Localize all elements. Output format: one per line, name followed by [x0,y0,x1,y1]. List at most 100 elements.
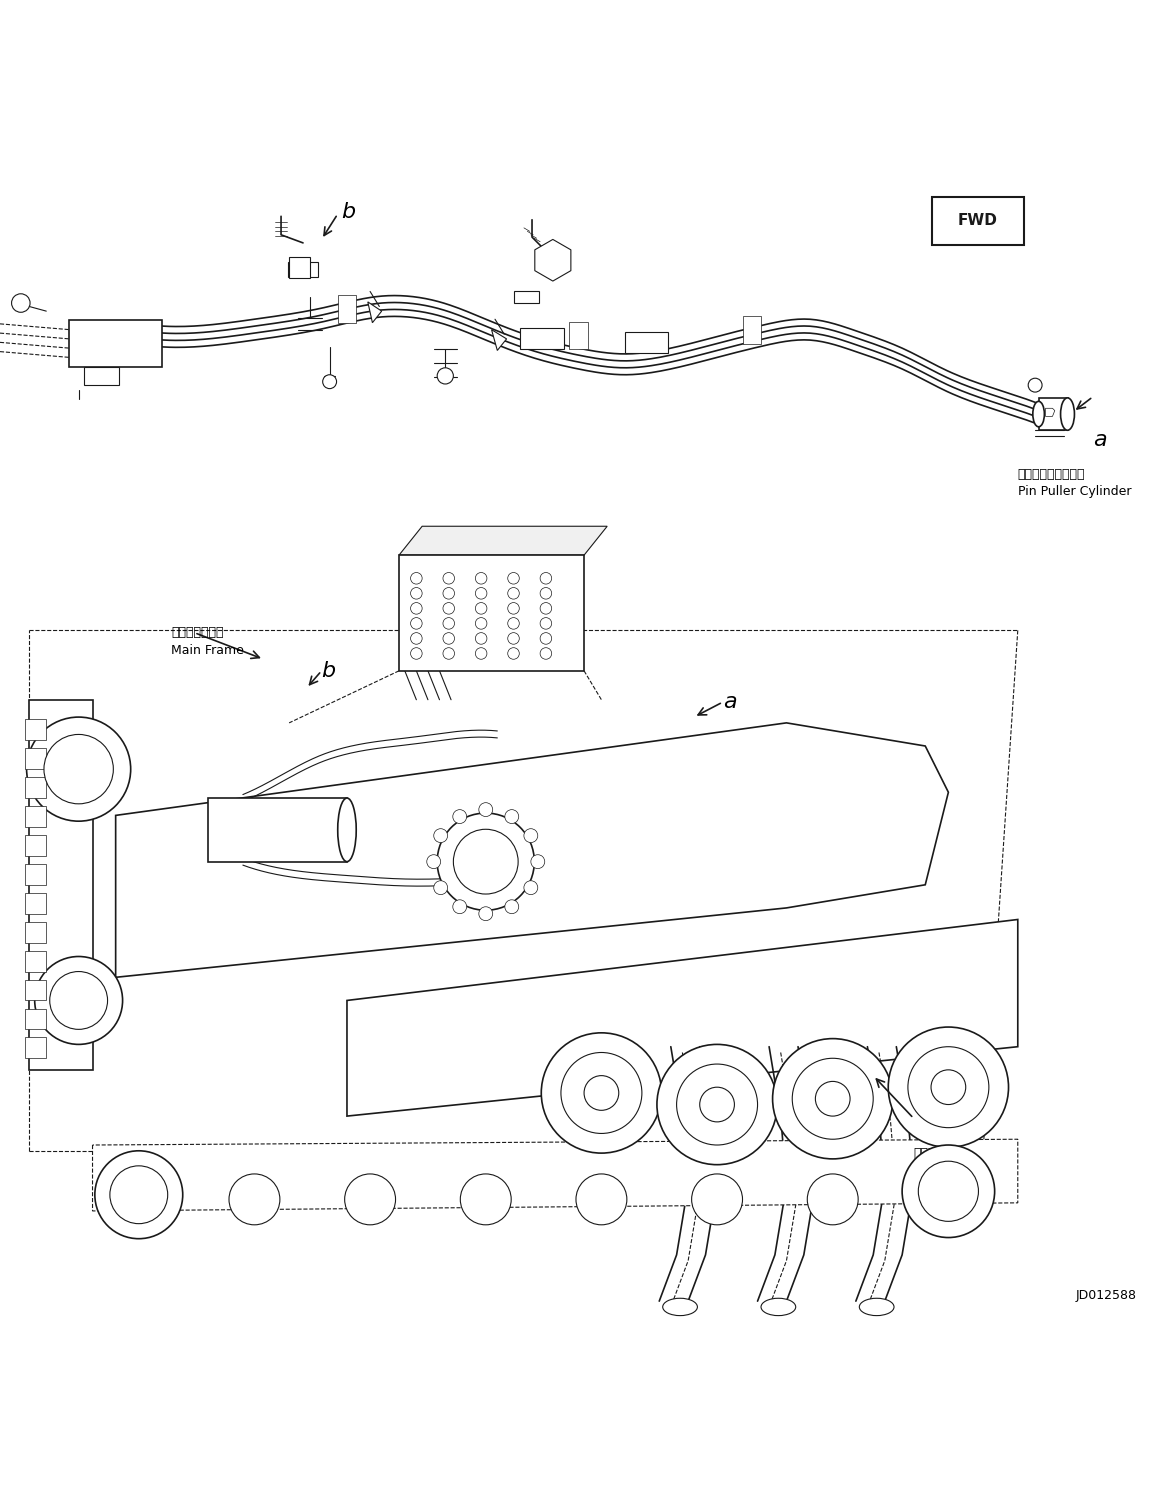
Circle shape [1028,377,1042,392]
Circle shape [475,618,487,630]
Bar [26,950,46,971]
Circle shape [531,855,545,868]
Bar [26,836,46,856]
Circle shape [540,573,552,583]
Circle shape [504,900,518,913]
Polygon shape [347,919,1018,1116]
Circle shape [541,1032,661,1153]
Text: ピンプーラシリンダ: ピンプーラシリンダ [1018,467,1085,480]
Circle shape [540,603,552,615]
Bar [743,316,761,343]
Bar [569,322,588,349]
Bar [26,806,46,827]
Circle shape [524,880,538,895]
Circle shape [540,633,552,645]
Polygon shape [399,527,608,555]
Bar [26,719,46,740]
Circle shape [508,573,519,583]
Circle shape [453,830,518,894]
Text: a: a [723,692,737,712]
Circle shape [410,588,422,600]
Bar [26,922,46,943]
Text: ビーム: ビーム [913,1147,937,1159]
Ellipse shape [1033,401,1045,427]
Circle shape [443,573,454,583]
Circle shape [443,633,454,645]
Circle shape [508,648,519,659]
Circle shape [95,1150,182,1238]
Bar [70,321,162,367]
Circle shape [773,1038,892,1159]
Bar [289,257,310,278]
Circle shape [700,1088,734,1122]
Bar [514,291,539,303]
Circle shape [110,1165,167,1223]
Circle shape [433,828,447,843]
Polygon shape [1046,409,1055,416]
Bar [208,798,347,862]
Text: b: b [342,201,356,222]
Text: FWD: FWD [957,213,998,228]
Circle shape [508,633,519,645]
Ellipse shape [338,798,357,862]
Circle shape [676,1064,758,1144]
Bar [1039,398,1068,430]
Circle shape [460,1174,511,1225]
Bar [399,555,584,671]
Circle shape [443,618,454,630]
Bar [29,700,93,1070]
Bar [26,749,46,770]
Text: メインフレーム: メインフレーム [171,627,223,639]
Text: JD012588: JD012588 [1076,1289,1136,1303]
Circle shape [453,810,467,824]
Bar [521,328,565,349]
Circle shape [345,1174,395,1225]
Bar [26,777,46,798]
Circle shape [691,1174,743,1225]
Circle shape [35,956,123,1044]
Circle shape [27,718,130,821]
Circle shape [410,573,422,583]
FancyBboxPatch shape [932,197,1024,245]
Ellipse shape [662,1298,697,1316]
Circle shape [931,1070,966,1104]
Circle shape [888,1026,1009,1147]
Bar [26,1009,46,1029]
Text: Beam: Beam [913,1164,951,1177]
Polygon shape [492,330,507,351]
Circle shape [540,648,552,659]
Circle shape [426,855,440,868]
Circle shape [50,971,108,1029]
Circle shape [918,1161,978,1222]
Circle shape [508,588,519,600]
Bar [85,367,120,385]
Polygon shape [368,301,381,322]
Circle shape [229,1174,280,1225]
Circle shape [540,588,552,600]
Bar [26,1037,46,1058]
Circle shape [816,1082,851,1116]
Ellipse shape [1061,398,1075,430]
Polygon shape [116,722,948,977]
Bar [26,892,46,913]
Circle shape [437,369,453,383]
Circle shape [475,633,487,645]
Circle shape [443,648,454,659]
Circle shape [453,900,467,913]
Circle shape [908,1047,989,1128]
Circle shape [443,588,454,600]
Circle shape [475,603,487,615]
Bar [338,295,357,322]
Circle shape [508,618,519,630]
Circle shape [584,1076,618,1110]
Circle shape [437,813,535,910]
Circle shape [433,880,447,895]
Circle shape [44,734,114,804]
Circle shape [808,1174,859,1225]
Bar [26,980,46,1001]
Polygon shape [93,1140,1018,1212]
Circle shape [902,1144,995,1237]
Text: b: b [322,661,336,680]
Circle shape [540,618,552,630]
Bar [26,864,46,885]
